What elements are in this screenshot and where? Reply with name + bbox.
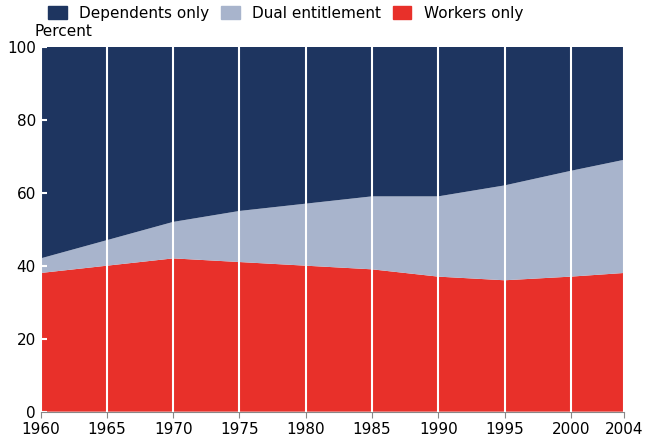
Legend: Dependents only, Dual entitlement, Workers only: Dependents only, Dual entitlement, Worke… (48, 6, 523, 21)
Text: Percent: Percent (35, 24, 93, 40)
